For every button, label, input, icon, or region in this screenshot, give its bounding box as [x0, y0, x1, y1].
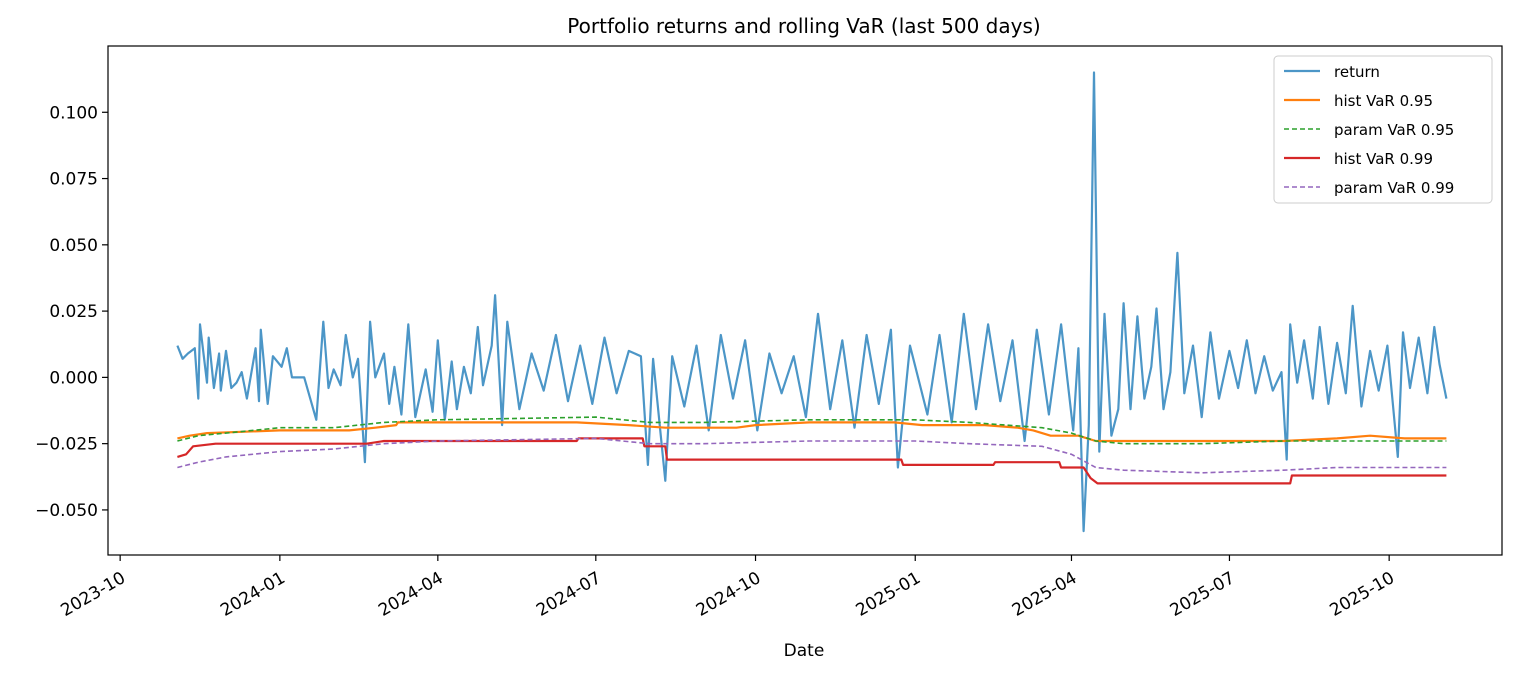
series-line-3	[177, 437, 1447, 485]
legend-frame	[1273, 55, 1493, 204]
series-line-0	[176, 71, 1448, 533]
legend-label: return	[1334, 63, 1380, 81]
y-tick-label: 0.050	[49, 236, 98, 256]
plot-area	[107, 45, 1503, 556]
y-tick-label: 0.000	[49, 368, 98, 388]
x-tick-label: 2023-10	[58, 568, 130, 621]
y-tick-label: 0.100	[49, 103, 98, 123]
y-tick-label: −0.025	[35, 435, 98, 455]
chart-title: Portfolio returns and rolling VaR (last …	[567, 14, 1040, 38]
x-tick-label: 2025-01	[853, 568, 925, 621]
y-tick-label: 0.075	[49, 170, 98, 190]
series-line-2	[177, 416, 1447, 445]
x-tick-label: 2024-07	[533, 568, 605, 621]
y-tick-label: 0.025	[49, 302, 98, 322]
series-line-4	[177, 437, 1447, 474]
legend-label: hist VaR 0.95	[1334, 92, 1433, 110]
y-tick-label: −0.050	[35, 501, 98, 521]
legend: return hist VaR 0.95 param VaR 0.95 hist Va…	[1273, 55, 1493, 204]
x-tick-label: 2024-01	[217, 568, 289, 621]
legend-label: param VaR 0.99	[1334, 179, 1454, 197]
y-axis: 0.100 0.075 0.050 0.025 0.000 −0.025 −0.050	[35, 103, 108, 521]
x-tick-label: 2024-04	[375, 568, 447, 621]
x-tick-label: 2025-04	[1009, 568, 1081, 621]
x-axis: 2023-10 2024-01 2024-04 2024-07 2024-10 2025-…	[58, 555, 1399, 621]
x-tick-label: 2025-10	[1327, 568, 1399, 621]
legend-label: hist VaR 0.99	[1334, 150, 1433, 168]
x-tick-label: 2024-10	[693, 568, 765, 621]
x-tick-label: 2025-07	[1167, 568, 1239, 621]
series-line-1	[177, 421, 1447, 443]
x-axis-label: Date	[784, 641, 825, 661]
series-layer	[176, 71, 1448, 533]
legend-label: param VaR 0.95	[1334, 121, 1454, 139]
